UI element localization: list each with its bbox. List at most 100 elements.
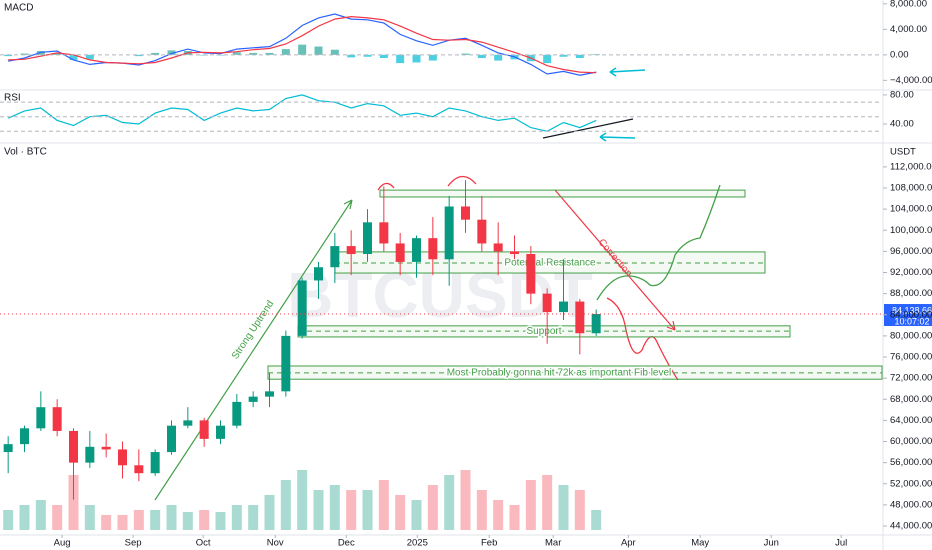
arrow	[609, 67, 646, 77]
x-tick-label: Sep	[125, 538, 142, 549]
x-tick-label: May	[691, 538, 709, 549]
top-marks	[377, 175, 477, 191]
macd-histogram	[36, 51, 45, 55]
y-tick-label: 60,000.00	[890, 436, 932, 447]
countdown: 10:07:02	[894, 316, 929, 326]
candle-body	[363, 222, 372, 255]
macd-histogram	[428, 54, 437, 61]
volume-bar	[231, 505, 242, 530]
macd-histogram	[134, 54, 143, 57]
x-tick-label: Aug	[54, 538, 71, 549]
candle-body	[542, 293, 552, 313]
candle-body	[167, 425, 176, 453]
bear-projection	[606, 297, 679, 381]
watermark: BTCUSDT	[287, 259, 593, 331]
candle-body	[232, 401, 242, 426]
volume-bar	[182, 512, 193, 530]
volume-bar	[460, 470, 471, 530]
candle-body	[69, 430, 78, 463]
volume-bar	[493, 500, 504, 530]
signal-line	[8, 15, 597, 74]
candle-body	[379, 222, 389, 244]
x-tick-label: Apr	[621, 538, 636, 549]
macd-histogram	[363, 54, 372, 57]
volume-bar	[395, 495, 406, 530]
candle-body	[346, 246, 356, 255]
macd-histogram	[396, 54, 405, 64]
y-tick-label: 88,000.00	[890, 288, 932, 299]
macd-histogram	[232, 52, 241, 55]
candle-body	[428, 238, 438, 260]
volume-bar	[574, 490, 585, 530]
x-tick-label: Nov	[267, 538, 284, 549]
macd-histogram	[477, 54, 486, 59]
candle-body	[526, 254, 536, 294]
y-tick-label: 76,000.00	[890, 352, 932, 363]
zone-label: Potential Resistance	[504, 258, 596, 269]
candle-body	[134, 465, 144, 474]
x-tick-label: 2025	[407, 538, 428, 549]
candle-body	[265, 391, 274, 397]
candle-body	[101, 446, 111, 450]
macd-histogram	[298, 44, 307, 55]
macd-tick-label: −4,000.00	[890, 75, 932, 86]
volume-bar	[3, 510, 14, 530]
volume-bar	[35, 500, 46, 530]
volume-bar	[297, 470, 308, 530]
candle-body	[297, 280, 307, 336]
y-tick-label: 72,000.00	[890, 373, 932, 384]
macd-histogram	[559, 54, 568, 57]
x-tick-label: Jul	[835, 538, 847, 549]
volume-bar	[329, 485, 340, 530]
volume-bar	[542, 475, 553, 530]
x-tick-label: Dec	[338, 538, 355, 549]
volume-bar	[362, 490, 373, 530]
macd-histogram	[167, 50, 176, 55]
macd-tick-label: 0.00	[890, 49, 909, 60]
uptrend-arrow	[154, 199, 353, 501]
macd-histogram	[265, 52, 274, 55]
macd-histogram	[575, 54, 584, 59]
volume-title: Vol · BTC	[4, 147, 47, 158]
candle-body	[52, 407, 62, 431]
volume-bar	[411, 500, 422, 530]
volume-bar	[150, 510, 161, 530]
currency: USDT	[890, 147, 916, 158]
x-tick-label: Mar	[545, 538, 561, 549]
y-tick-label: 52,000.00	[890, 478, 932, 489]
y-tick-label: 108,000.00	[890, 183, 932, 194]
y-tick-label: 112,000.00	[890, 161, 932, 172]
macd-histogram	[151, 52, 160, 55]
candle-body	[199, 420, 209, 439]
macd-histogram	[494, 54, 503, 61]
last-price-label: 84,138.66	[892, 305, 932, 315]
y-tick-label: 64,000.00	[890, 415, 932, 426]
volume-bar	[280, 480, 291, 530]
rsi-title: RSI	[4, 93, 21, 104]
rsi-line	[7, 94, 597, 132]
zone-label: Most Probably gonna hit 72k as important…	[447, 367, 672, 378]
candle-body	[575, 301, 585, 334]
macd-histogram	[543, 54, 552, 64]
volume-bar	[476, 490, 487, 530]
candle-body	[118, 449, 127, 466]
candle-body	[248, 396, 258, 402]
candle-body	[314, 267, 323, 281]
volume-bar	[378, 480, 389, 530]
macd-title: MACD	[4, 3, 33, 14]
y-tick-label: 100,000.00	[890, 225, 932, 236]
y-tick-label: 44,000.00	[890, 521, 932, 532]
macd-histogram	[4, 54, 13, 57]
candle-body	[559, 301, 568, 313]
candle-body	[412, 238, 421, 262]
volume-bar	[19, 505, 30, 530]
rsi-tick-label: 80.00	[890, 89, 914, 100]
y-tick-label: 104,000.00	[890, 204, 932, 215]
y-tick-label: 68,000.00	[890, 394, 932, 405]
volume-bar	[525, 480, 536, 530]
candle-body	[150, 452, 160, 474]
macd-histogram	[69, 54, 78, 60]
macd-histogram	[330, 49, 339, 55]
